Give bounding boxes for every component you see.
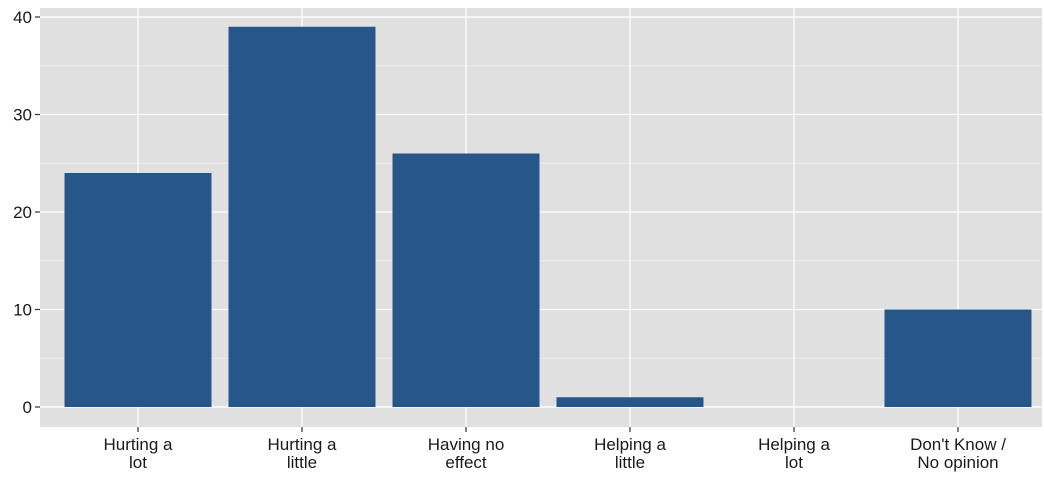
bar [64,173,212,407]
x-tick-label-line: Having no [428,435,505,454]
x-tick-label: Having no effect [428,435,505,472]
y-axis: 0 10 20 30 40 [13,8,40,417]
x-tick-label-line: little [287,453,317,472]
bar [556,397,704,407]
x-tick-label-line: effect [445,453,487,472]
x-tick-label: Hurting a lot [104,435,174,472]
y-tick-label: 40 [13,8,32,27]
y-tick-label: 30 [13,106,32,125]
x-tick-label: Helping a lot [758,435,830,472]
x-tick-label: Hurting a little [268,435,338,472]
x-tick-label: Helping a little [594,435,666,472]
x-tick-label-line: Helping a [758,435,830,454]
x-tick-label-line: No opinion [917,453,998,472]
y-tick-label: 20 [13,203,32,222]
x-tick-label-line: Hurting a [104,435,174,454]
x-tick-label-line: Don't Know / [910,435,1006,454]
y-tick-label: 0 [23,398,32,417]
bar [392,153,540,407]
x-tick-label-line: Hurting a [268,435,338,454]
x-tick-label: Don't Know / No opinion [910,435,1006,472]
x-tick-label-line: little [615,453,645,472]
x-tick-label-line: lot [785,453,803,472]
bar [228,26,376,407]
y-tick-label: 10 [13,301,32,320]
bars [64,26,1032,407]
x-tick-label-line: Helping a [594,435,666,454]
bar [884,309,1032,407]
x-tick-label-line: lot [129,453,147,472]
